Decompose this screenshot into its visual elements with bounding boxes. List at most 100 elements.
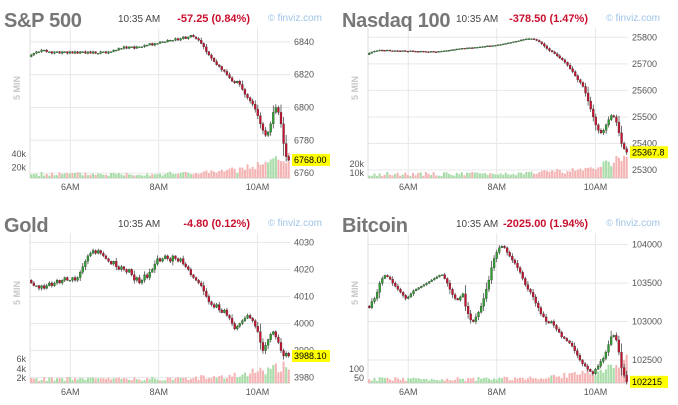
copyright-icon: © <box>268 13 275 23</box>
volume-bar <box>511 380 514 383</box>
volume-bar <box>472 377 475 383</box>
volume-bar <box>197 173 200 178</box>
candle-body <box>202 43 205 47</box>
volume-bar <box>243 372 246 383</box>
candle-body <box>490 267 493 281</box>
panel-source[interactable]: © finviz.com <box>606 13 660 24</box>
volume-bar <box>494 174 497 178</box>
candle-body <box>443 274 446 279</box>
volume-bar <box>264 161 267 178</box>
candle-body <box>482 298 485 307</box>
volume-bar <box>71 379 74 383</box>
candle-body <box>464 293 467 307</box>
volume-bar <box>197 379 200 383</box>
candle-body <box>617 122 621 134</box>
volume-bar <box>482 377 485 383</box>
panel-time: 10:35 AM <box>118 14 161 25</box>
candlestick-chart[interactable]: 102500 103000 103500 104000 6AM 8AM 10AM 5 MIN 5… <box>338 205 668 403</box>
panel-source[interactable]: © finviz.com <box>268 218 322 229</box>
candle-body <box>223 309 226 313</box>
volume-bar <box>375 175 379 178</box>
candle-body <box>285 143 288 157</box>
volume-bar <box>386 377 389 383</box>
candle-body <box>122 46 126 49</box>
volume-bar <box>453 175 456 178</box>
candle-body <box>373 298 376 302</box>
candle-body <box>35 51 38 54</box>
candle-body <box>243 89 247 95</box>
candle-body <box>138 277 141 284</box>
candle-body <box>404 50 407 52</box>
volume-bar <box>568 373 571 383</box>
volume-bar <box>225 170 228 178</box>
volume-bar <box>171 173 174 178</box>
volume-bar <box>368 379 371 383</box>
volume-bar <box>443 380 446 383</box>
volume-bar <box>215 377 218 383</box>
candle-body <box>514 41 518 43</box>
volume-bar <box>146 173 149 178</box>
candlestick-chart[interactable]: 3980399040004010402040306AM8AM10AM5 MIN2… <box>0 205 330 403</box>
volume-bar <box>282 361 285 383</box>
candle-body <box>256 108 259 116</box>
chart-panel-nasdaq100[interactable]: Nasdaq 100 10:35 AM -378.50 (1.47%) © fi… <box>338 0 668 198</box>
candle-body <box>228 315 231 319</box>
volume-bar <box>143 380 146 383</box>
volume-bar <box>368 175 371 178</box>
candle-body <box>422 50 425 53</box>
volume-bar <box>499 173 502 178</box>
candle-body <box>474 316 478 322</box>
candle-body <box>274 331 277 338</box>
volume-bar <box>184 171 187 178</box>
volume-bar <box>40 379 43 383</box>
volume-bar <box>484 173 487 178</box>
y-tick-label: 4030 <box>294 237 314 247</box>
candle-body <box>589 369 592 372</box>
chart-panel-gold[interactable]: Gold 10:35 AM -4.80 (0.12%) © finviz.com… <box>0 205 330 403</box>
candle-body <box>509 42 512 44</box>
candlestick-chart[interactable]: 6760 6780 6800 6820 6840 6AM 8AM 10AM 5 MIN 20k 40… <box>0 0 330 198</box>
volume-tick-label: 6k <box>16 354 26 364</box>
candle-body <box>76 51 79 54</box>
panel-source[interactable]: © finviz.com <box>268 13 322 24</box>
candle-body <box>264 344 267 351</box>
volume-bar <box>254 169 257 178</box>
panel-source[interactable]: © finviz.com <box>606 218 660 229</box>
chart-panel-sp500[interactable]: S&P 500 10:35 AM -57.25 (0.84%) © finviz… <box>0 0 330 198</box>
volume-bar <box>422 175 425 178</box>
candle-body <box>261 342 265 351</box>
candle-body <box>104 51 108 54</box>
candle-body <box>529 289 532 293</box>
volume-bar <box>120 379 123 383</box>
candle-body <box>146 274 149 278</box>
candle-body <box>568 65 572 69</box>
volume-bar <box>138 174 141 178</box>
volume-bar <box>32 173 35 178</box>
candle-body <box>609 336 613 345</box>
chart-panel-bitcoin[interactable]: Bitcoin 10:35 AM -2025.00 (1.94%) © finv… <box>338 205 668 403</box>
volume-bar <box>50 377 53 383</box>
candle-body <box>479 306 483 313</box>
candle-body <box>544 316 548 322</box>
candle-body <box>433 278 436 281</box>
candle-body <box>127 46 131 49</box>
volume-bar <box>553 171 556 178</box>
candle-body <box>58 280 61 284</box>
volume-bar <box>115 173 118 178</box>
volume-bar <box>282 161 285 178</box>
volume-bar <box>233 372 236 383</box>
volume-bar <box>607 364 610 383</box>
candle-body <box>446 278 449 284</box>
candle-body <box>251 100 254 105</box>
candle-body <box>466 306 470 314</box>
candle-body <box>458 48 461 50</box>
candle-body <box>513 259 517 264</box>
candle-body <box>89 253 92 257</box>
volume-bar <box>435 175 438 178</box>
volume-bar <box>620 160 623 178</box>
volume-bar <box>156 174 159 178</box>
volume-bar <box>76 172 79 178</box>
volume-bar <box>63 173 66 178</box>
candle-body <box>53 282 56 286</box>
candlestick-chart[interactable]: 25300 25400 25500 25600 25700 25800 6AM 8AM 10AM… <box>338 0 668 198</box>
